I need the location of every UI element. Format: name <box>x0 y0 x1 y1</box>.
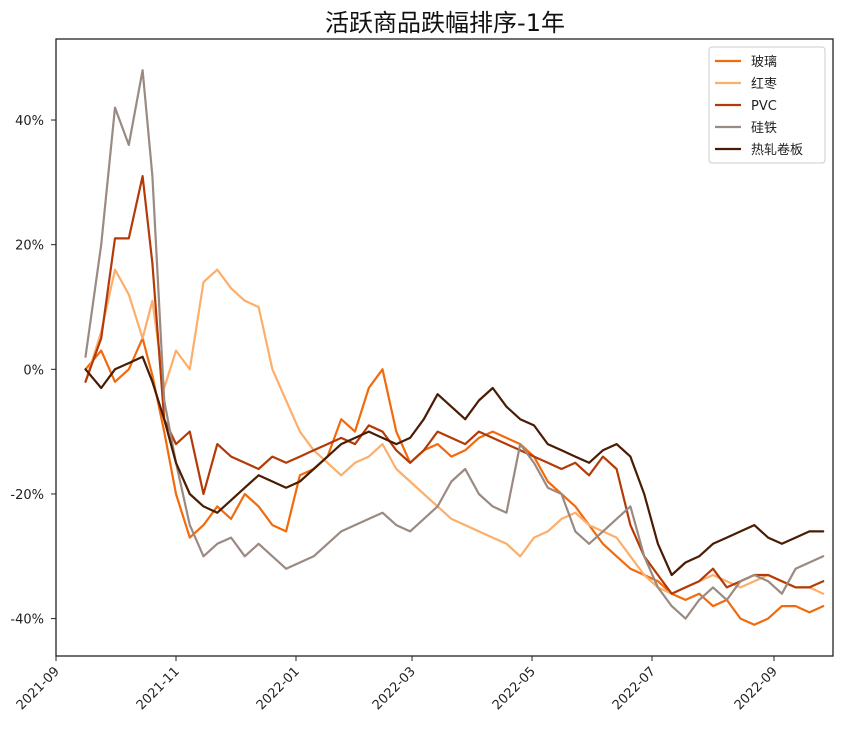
x-tick-label: 2022-01 <box>254 664 303 713</box>
legend-label: 硅铁 <box>751 121 777 136</box>
series-line-0 <box>84 337 825 626</box>
y-tick-label: 20% <box>15 239 44 254</box>
series-line-4 <box>84 355 825 577</box>
series-line-2 <box>84 175 825 595</box>
x-tick-label: 2021-11 <box>134 664 183 713</box>
plot-frame <box>55 38 834 657</box>
x-axis: 2021-09 2021-11 2022-01 2022-03 2022-05 2022-… <box>14 656 781 713</box>
x-tick-label: 2021-09 <box>14 664 63 713</box>
y-axis: 40% 20% 0% -20% -40% <box>10 114 56 628</box>
y-tick-label: 40% <box>15 114 44 129</box>
chart-title: 活跃商品跌幅排序-1年 <box>325 9 565 37</box>
legend-box <box>708 46 826 164</box>
legend-label: PVC <box>751 99 777 114</box>
x-tick-label: 2022-05 <box>490 664 539 713</box>
y-tick-label: 0% <box>23 363 44 378</box>
legend-label: 玻璃 <box>751 55 777 70</box>
series-line-3 <box>84 69 825 620</box>
plot-area <box>55 38 834 657</box>
legend-label: 红枣 <box>751 76 777 92</box>
y-tick-label: -20% <box>10 488 44 503</box>
x-tick-label: 2022-03 <box>370 664 419 713</box>
legend-label: 热轧卷板 <box>751 142 803 158</box>
x-tick-label: 2022-09 <box>732 664 781 713</box>
y-tick-label: -40% <box>10 613 44 628</box>
x-tick-label: 2022-07 <box>610 664 659 713</box>
